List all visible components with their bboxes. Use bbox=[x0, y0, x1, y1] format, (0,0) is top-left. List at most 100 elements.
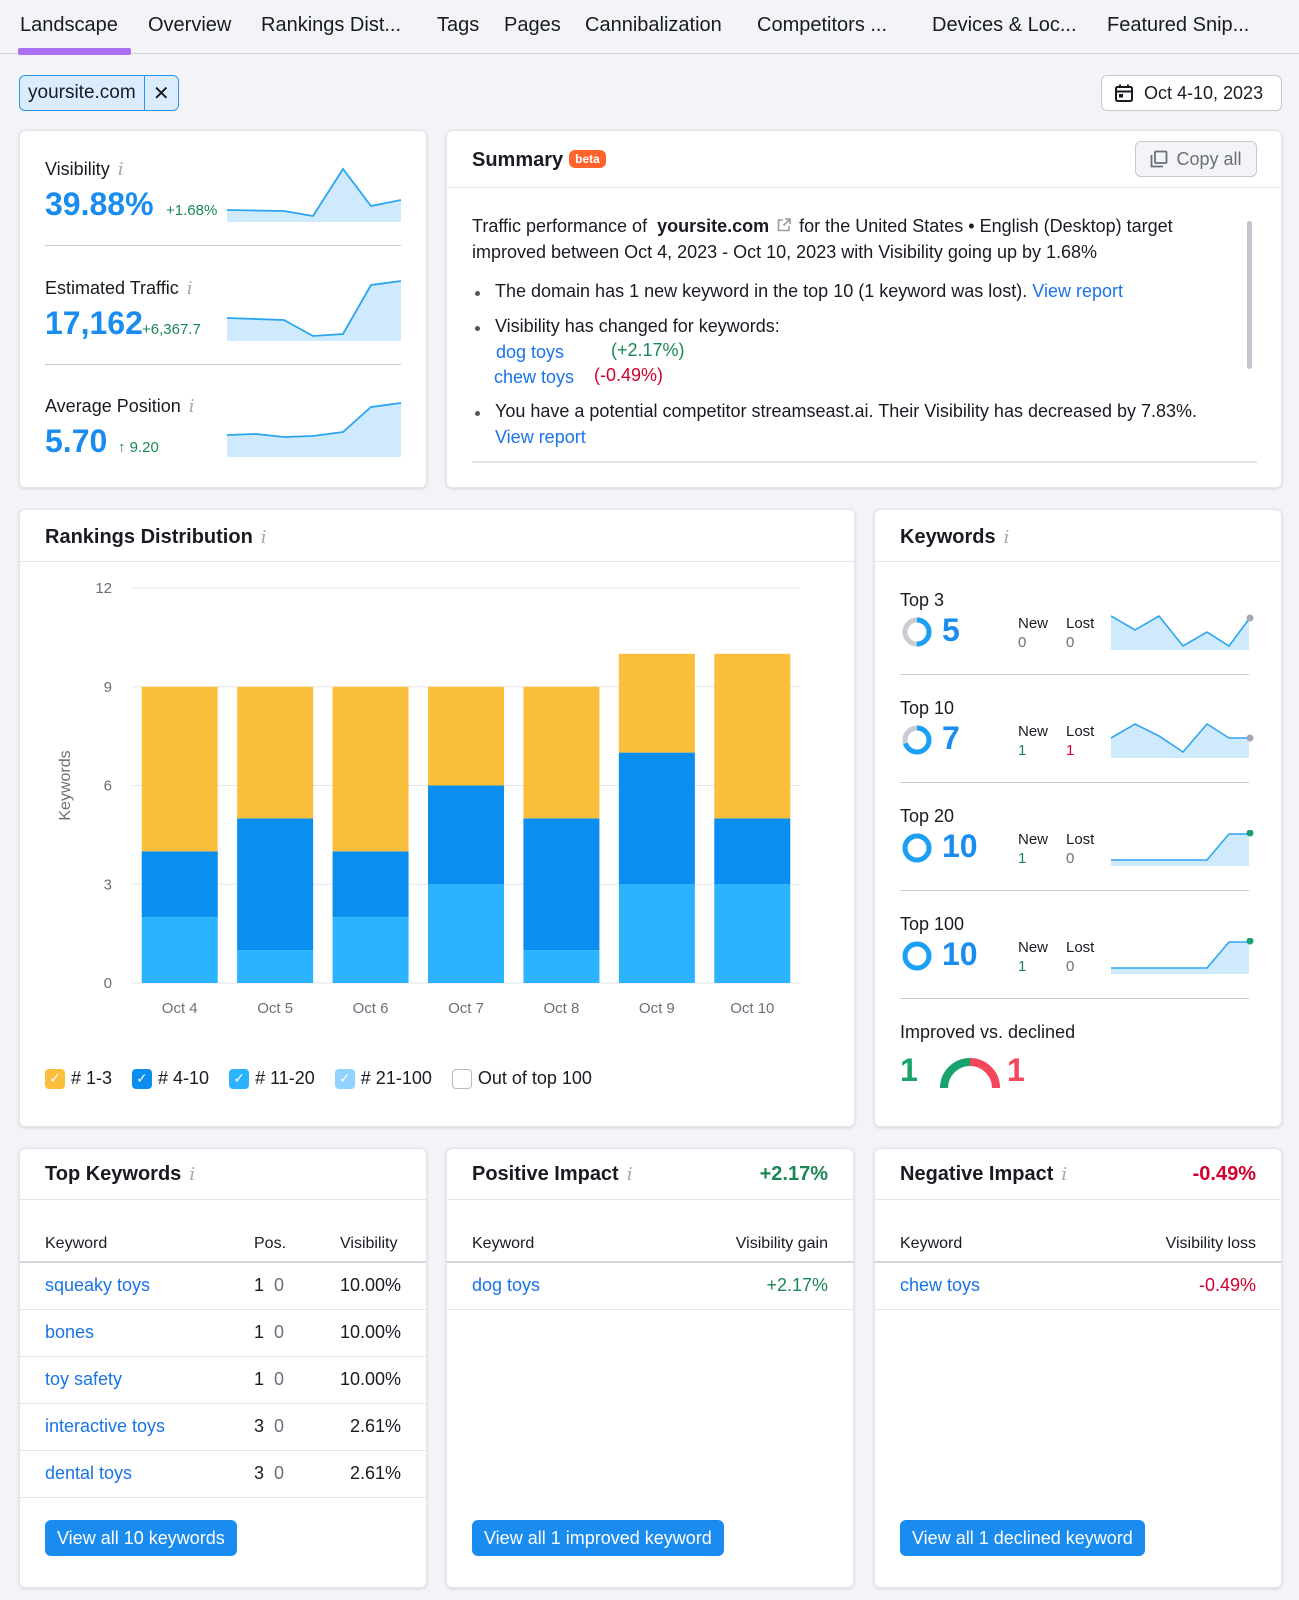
column-header-position[interactable]: Pos. bbox=[254, 1235, 287, 1252]
bar-segment bbox=[237, 950, 314, 983]
bar-segment bbox=[523, 950, 600, 983]
column-header-keyword[interactable]: Keyword bbox=[45, 1235, 108, 1252]
info-icon[interactable]: i bbox=[186, 278, 193, 299]
legend-item-1-3[interactable]: ✓ # 1-3 bbox=[45, 1068, 112, 1089]
divider bbox=[447, 1199, 853, 1200]
summary-domain: yoursite.com bbox=[657, 216, 770, 236]
beta-badge: beta bbox=[569, 150, 606, 168]
tab-devices-locations[interactable]: Devices & Loc... bbox=[932, 14, 1077, 36]
position-change: 0 bbox=[274, 1322, 285, 1342]
tab-overview[interactable]: Overview bbox=[148, 14, 232, 36]
checkbox-checked-icon[interactable]: ✓ bbox=[229, 1068, 250, 1089]
position-change: 0 bbox=[274, 1275, 285, 1295]
keyword-link[interactable]: squeaky toys bbox=[45, 1275, 151, 1295]
scroll-fade-line bbox=[472, 461, 1257, 463]
keyword-link[interactable]: toy safety bbox=[45, 1369, 123, 1389]
bar-segment bbox=[618, 653, 695, 753]
checkbox-checked-icon[interactable]: ✓ bbox=[45, 1068, 65, 1089]
keyword-link[interactable]: dental toys bbox=[45, 1463, 133, 1483]
keyword-link[interactable]: bones bbox=[45, 1322, 95, 1342]
y-tick-label: 0 bbox=[104, 975, 112, 992]
copy-all-button[interactable]: Copy all bbox=[1135, 141, 1257, 177]
info-icon[interactable]: i bbox=[1061, 1164, 1068, 1185]
summary-keyword-link[interactable]: chew toys bbox=[494, 367, 575, 387]
keyword-link[interactable]: interactive toys bbox=[45, 1416, 166, 1436]
position-value: 3 bbox=[254, 1463, 265, 1483]
checkbox-checked-icon[interactable]: ✓ bbox=[132, 1068, 153, 1089]
new-count: 1 bbox=[1018, 742, 1027, 759]
legend-item-21-100[interactable]: ✓ # 21-100 bbox=[334, 1068, 432, 1089]
keyword-link[interactable]: chew toys bbox=[900, 1275, 981, 1295]
visibility-gain-value: +2.17% bbox=[766, 1275, 828, 1295]
tab-pages[interactable]: Pages bbox=[504, 14, 561, 36]
tab-tags[interactable]: Tags bbox=[437, 14, 480, 36]
top20-sparkline bbox=[1111, 830, 1254, 866]
tab-rankings-distribution[interactable]: Rankings Dist... bbox=[261, 14, 402, 36]
x-tick-label: Oct 9 bbox=[639, 1000, 675, 1017]
keywords-top20-value: 10 bbox=[942, 828, 978, 864]
table-row: dog toys +2.17% bbox=[447, 1263, 853, 1310]
active-tab-indicator bbox=[18, 48, 131, 55]
close-icon[interactable]: ✕ bbox=[143, 76, 178, 110]
view-report-link[interactable]: View report bbox=[1032, 281, 1123, 301]
view-all-keywords-button[interactable]: View all 10 keywords bbox=[45, 1520, 237, 1556]
new-label: New bbox=[1018, 615, 1049, 632]
scrollbar[interactable] bbox=[1247, 221, 1252, 369]
view-all-declined-button[interactable]: View all 1 declined keyword bbox=[900, 1520, 1145, 1556]
top100-sparkline bbox=[1111, 938, 1254, 974]
tab-landscape[interactable]: Landscape bbox=[20, 14, 118, 36]
legend-item-out-of-top-100[interactable]: Out of top 100 bbox=[451, 1068, 592, 1089]
view-report-link[interactable]: View report bbox=[495, 427, 586, 447]
rankings-chart: 0 3 6 9 12 Keywords Oct 4 Oct 5 Oct 6 Oct 7 Oct 8 O… bbox=[57, 580, 800, 1017]
legend-item-11-20[interactable]: ✓ # 11-20 bbox=[229, 1068, 315, 1089]
x-tick-label: Oct 6 bbox=[353, 1000, 389, 1017]
checkbox-unchecked-icon[interactable] bbox=[451, 1068, 472, 1089]
bar-segment bbox=[618, 884, 695, 983]
domain-filter-label: yoursite.com bbox=[28, 82, 136, 103]
checkbox-checked-icon[interactable]: ✓ bbox=[334, 1068, 355, 1089]
info-icon[interactable]: i bbox=[260, 527, 267, 548]
summary-bullet-competitor: You have a potential competitor streamse… bbox=[495, 401, 1198, 421]
lost-count: 1 bbox=[1066, 742, 1075, 759]
improved-count: 1 bbox=[900, 1052, 918, 1088]
new-count: 1 bbox=[1018, 850, 1027, 867]
declined-count: 1 bbox=[1007, 1052, 1025, 1088]
info-icon[interactable]: i bbox=[117, 159, 124, 180]
column-header-visibility-gain[interactable]: Visibility gain bbox=[735, 1235, 828, 1252]
metrics-card: Visibility i 39.88% +1.68% Estimated Traf… bbox=[19, 130, 427, 488]
tab-competitors[interactable]: Competitors ... bbox=[757, 14, 888, 36]
traffic-value: 17,162 bbox=[45, 305, 143, 341]
position-value: 1 bbox=[254, 1275, 265, 1295]
y-tick-label: 3 bbox=[104, 876, 112, 893]
divider bbox=[45, 245, 401, 246]
keywords-top3-value: 5 bbox=[942, 612, 960, 648]
info-icon[interactable]: i bbox=[188, 396, 195, 417]
top-keywords-title: Top Keywords i bbox=[45, 1163, 196, 1185]
y-tick-label: 12 bbox=[95, 580, 112, 597]
view-all-improved-button[interactable]: View all 1 improved keyword bbox=[472, 1520, 724, 1556]
date-range-picker[interactable]: Oct 4-10, 2023 bbox=[1101, 75, 1282, 111]
external-link-icon[interactable] bbox=[776, 217, 792, 233]
visibility-value: 10.00% bbox=[339, 1322, 401, 1342]
table-row: squeaky toys 1 0 10.00% bbox=[20, 1263, 426, 1310]
divider bbox=[20, 1199, 426, 1200]
legend-item-4-10[interactable]: ✓ # 4-10 bbox=[132, 1068, 209, 1089]
keywords-top10-label: Top 10 bbox=[900, 698, 955, 718]
column-header-keyword[interactable]: Keyword bbox=[472, 1235, 535, 1252]
lost-label: Lost bbox=[1066, 939, 1095, 956]
info-icon[interactable]: i bbox=[1003, 527, 1010, 548]
date-range-label: Oct 4-10, 2023 bbox=[1144, 82, 1264, 103]
summary-keyword-link[interactable]: dog toys bbox=[496, 342, 565, 362]
top10-sparkline bbox=[1111, 722, 1254, 758]
tab-featured-snippets[interactable]: Featured Snip... bbox=[1107, 14, 1250, 36]
rankings-distribution-title: Rankings Distribution i bbox=[45, 526, 267, 548]
keyword-link[interactable]: dog toys bbox=[472, 1275, 541, 1295]
tab-cannibalization[interactable]: Cannibalization bbox=[585, 14, 722, 36]
column-header-visibility[interactable]: Visibility bbox=[340, 1235, 398, 1252]
improved-vs-declined-label: Improved vs. declined bbox=[900, 1022, 1076, 1042]
column-header-keyword[interactable]: Keyword bbox=[900, 1235, 963, 1252]
info-icon[interactable]: i bbox=[626, 1164, 633, 1185]
info-icon[interactable]: i bbox=[189, 1164, 196, 1185]
column-header-visibility-loss[interactable]: Visibility loss bbox=[1165, 1235, 1256, 1252]
visibility-value: 10.00% bbox=[339, 1369, 401, 1389]
